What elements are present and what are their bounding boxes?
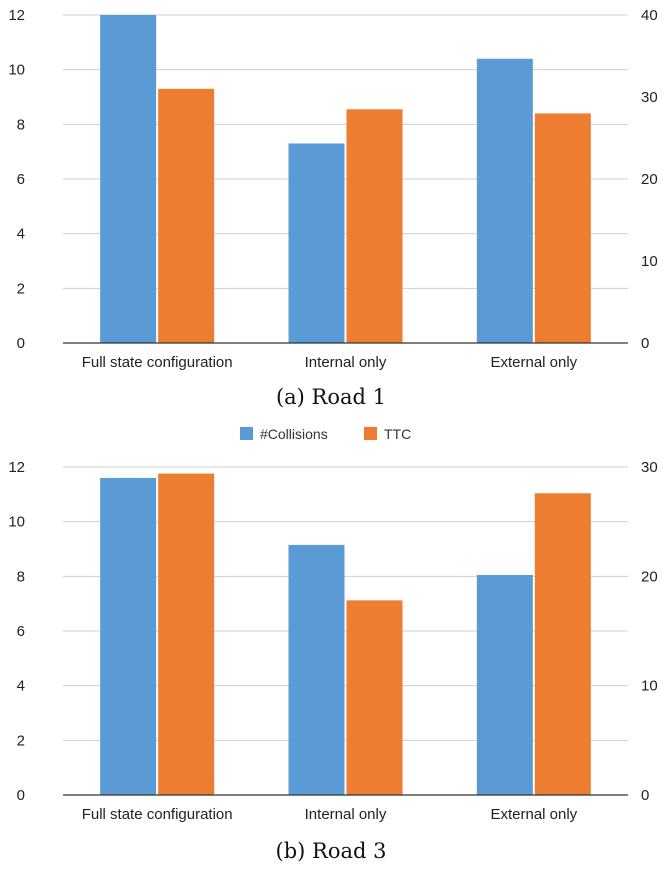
y-left-tick-label: 12 — [8, 459, 25, 476]
x-category-label: External only — [490, 806, 577, 823]
bar-collisions-road-3-1 — [288, 544, 345, 795]
x-category-label: Internal only — [305, 354, 387, 371]
x-category-label: Full state configuration — [82, 806, 233, 823]
bar-ttc-road-3-1 — [346, 600, 403, 795]
y-left-tick-label: 4 — [17, 226, 25, 243]
legend-label-collisions: #Collisions — [260, 426, 328, 442]
y-left-tick-label: 8 — [17, 568, 25, 585]
legend-label-ttc: TTC — [384, 426, 411, 442]
bar-collisions-road-3-2 — [476, 574, 533, 795]
bar-ttc-road-3-2 — [534, 493, 591, 795]
y-left-tick-label: 4 — [17, 678, 25, 695]
caption-road-3: (b) Road 3 — [276, 839, 387, 863]
bar-collisions-road-3-0 — [100, 477, 157, 795]
chart-road-1: 0 2 4 6 8 10 12 0 10 20 30 40 Full state configurati… — [8, 7, 657, 371]
y-right-tick-label: 20 — [641, 568, 658, 585]
y-left-tick-label: 2 — [17, 280, 25, 297]
x-category-label: External only — [490, 354, 577, 371]
bar-collisions-road-1-1 — [288, 143, 345, 343]
chart-road-3: 0 2 4 6 8 10 12 0 10 20 30 Full state configuration… — [8, 459, 657, 823]
y-right-tick-label: 0 — [641, 335, 649, 352]
y-right-tick-label: 30 — [641, 89, 658, 106]
bar-ttc-road-1-1 — [346, 109, 403, 343]
y-left-tick-label: 8 — [17, 116, 25, 133]
y-left-tick-label: 10 — [8, 514, 25, 531]
legend-swatch-ttc — [364, 427, 377, 440]
y-right-tick-label: 40 — [641, 7, 658, 24]
bar-ttc-road-3-0 — [158, 473, 215, 795]
legend: #Collisions TTC — [240, 426, 411, 442]
y-left-tick-label: 6 — [17, 623, 25, 640]
x-category-label: Internal only — [305, 806, 387, 823]
legend-swatch-collisions — [240, 427, 253, 440]
bar-ttc-road-1-2 — [534, 113, 591, 344]
y-left-tick-label: 0 — [17, 335, 25, 352]
y-right-tick-label: 30 — [641, 459, 658, 476]
y-right-tick-label: 10 — [641, 678, 658, 695]
y-left-tick-label: 6 — [17, 171, 25, 188]
caption-road-1: (a) Road 1 — [276, 385, 386, 409]
x-category-label: Full state configuration — [82, 354, 233, 371]
bar-collisions-road-1-2 — [476, 58, 533, 343]
y-right-tick-label: 20 — [641, 171, 658, 188]
y-right-tick-label: 0 — [641, 787, 649, 804]
y-left-tick-label: 10 — [8, 62, 25, 79]
y-left-tick-label: 2 — [17, 732, 25, 749]
y-left-tick-label: 0 — [17, 787, 25, 804]
y-left-tick-label: 12 — [8, 7, 25, 24]
bar-collisions-road-1-0 — [100, 15, 157, 343]
bar-ttc-road-1-0 — [158, 88, 215, 343]
y-right-tick-label: 10 — [641, 253, 658, 270]
